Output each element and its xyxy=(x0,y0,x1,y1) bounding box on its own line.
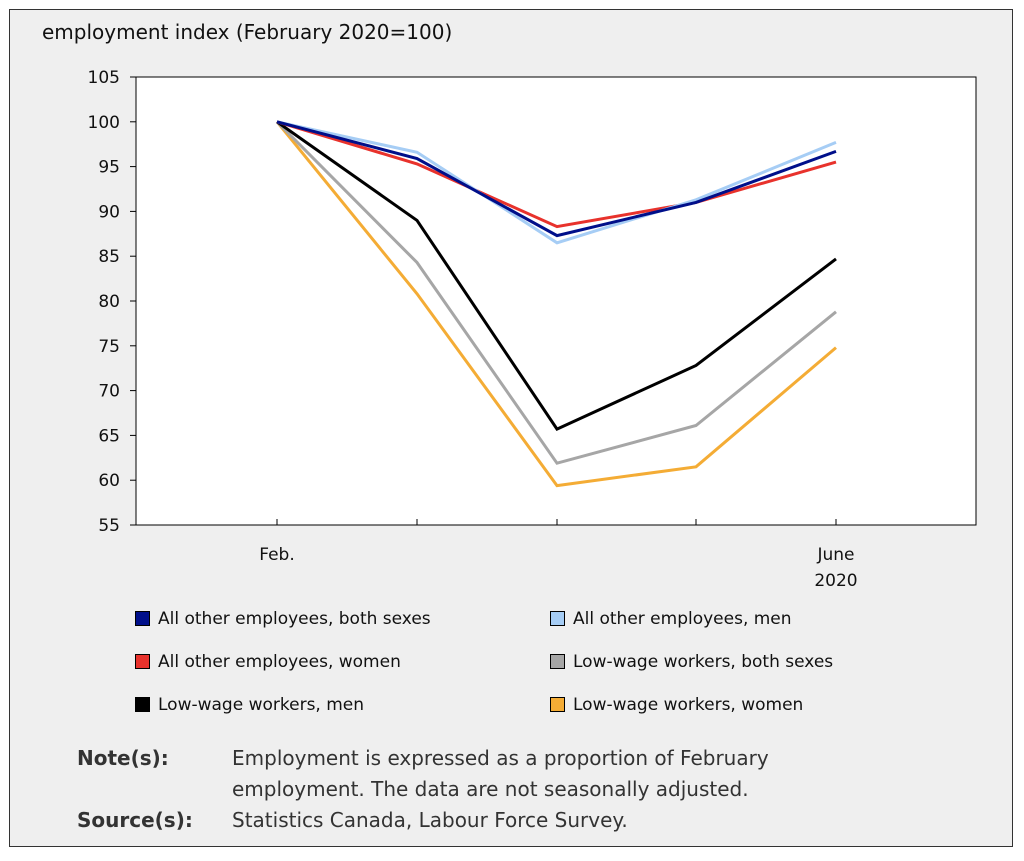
legend-item: Low-wage workers, men xyxy=(135,694,550,715)
legend-label: Low-wage workers, women xyxy=(573,694,804,715)
plot-area xyxy=(135,76,977,526)
legend-item: All other employees, men xyxy=(550,608,895,629)
x-year-label: 2020 xyxy=(814,571,857,591)
y-tick-label: 55 xyxy=(98,516,120,536)
note-text-line-2: employment. The data are not seasonally … xyxy=(232,777,749,801)
legend-swatch xyxy=(550,697,565,712)
series-line xyxy=(276,120,837,431)
series-line xyxy=(275,120,837,488)
legend-item: All other employees, women xyxy=(135,651,550,672)
source-text: Statistics Canada, Labour Force Survey. xyxy=(232,808,628,832)
y-tick-label: 75 xyxy=(98,337,120,357)
legend-label: All other employees, men xyxy=(573,608,792,629)
legend-label: All other employees, women xyxy=(158,651,401,672)
legend-swatch xyxy=(135,611,150,626)
legend-swatch xyxy=(135,697,150,712)
legend-swatch xyxy=(135,654,150,669)
legend-label: All other employees, both sexes xyxy=(158,608,431,629)
x-tick-label: Feb. xyxy=(259,545,295,565)
y-tick-label: 85 xyxy=(98,247,120,267)
y-tick-label: 65 xyxy=(98,426,120,446)
y-tick-label: 100 xyxy=(88,113,120,133)
legend-item: Low-wage workers, both sexes xyxy=(550,651,895,672)
legend-item: All other employees, both sexes xyxy=(135,608,550,629)
legend-label: Low-wage workers, men xyxy=(158,694,365,715)
legend-label: Low-wage workers, both sexes xyxy=(573,651,834,672)
legend-swatch xyxy=(550,654,565,669)
x-tick-label: June xyxy=(816,545,854,565)
note-label: Note(s): xyxy=(77,746,169,770)
y-tick-label: 95 xyxy=(98,158,120,178)
notes-section: Note(s): Employment is expressed as a pr… xyxy=(77,743,957,836)
y-tick-label: 70 xyxy=(98,382,120,402)
legend: All other employees, both sexes All othe… xyxy=(135,608,895,715)
source-label: Source(s): xyxy=(77,808,193,832)
y-tick-label: 80 xyxy=(98,292,120,312)
series-line xyxy=(275,120,837,465)
series-line xyxy=(276,120,837,245)
y-tick-label: 90 xyxy=(98,202,120,222)
note-text-line-1: Employment is expressed as a proportion … xyxy=(232,746,769,770)
note-row: employment. The data are not seasonally … xyxy=(77,774,957,805)
source-row: Source(s): Statistics Canada, Labour For… xyxy=(77,805,957,836)
legend-swatch xyxy=(550,611,565,626)
legend-item: Low-wage workers, women xyxy=(550,694,895,715)
note-row: Note(s): Employment is expressed as a pr… xyxy=(77,743,957,774)
y-axis-title: employment index (February 2020=100) xyxy=(42,20,453,44)
y-tick-label: 60 xyxy=(98,471,120,491)
series-line xyxy=(276,120,837,229)
series-line xyxy=(276,120,837,238)
y-tick-label: 105 xyxy=(88,68,120,88)
